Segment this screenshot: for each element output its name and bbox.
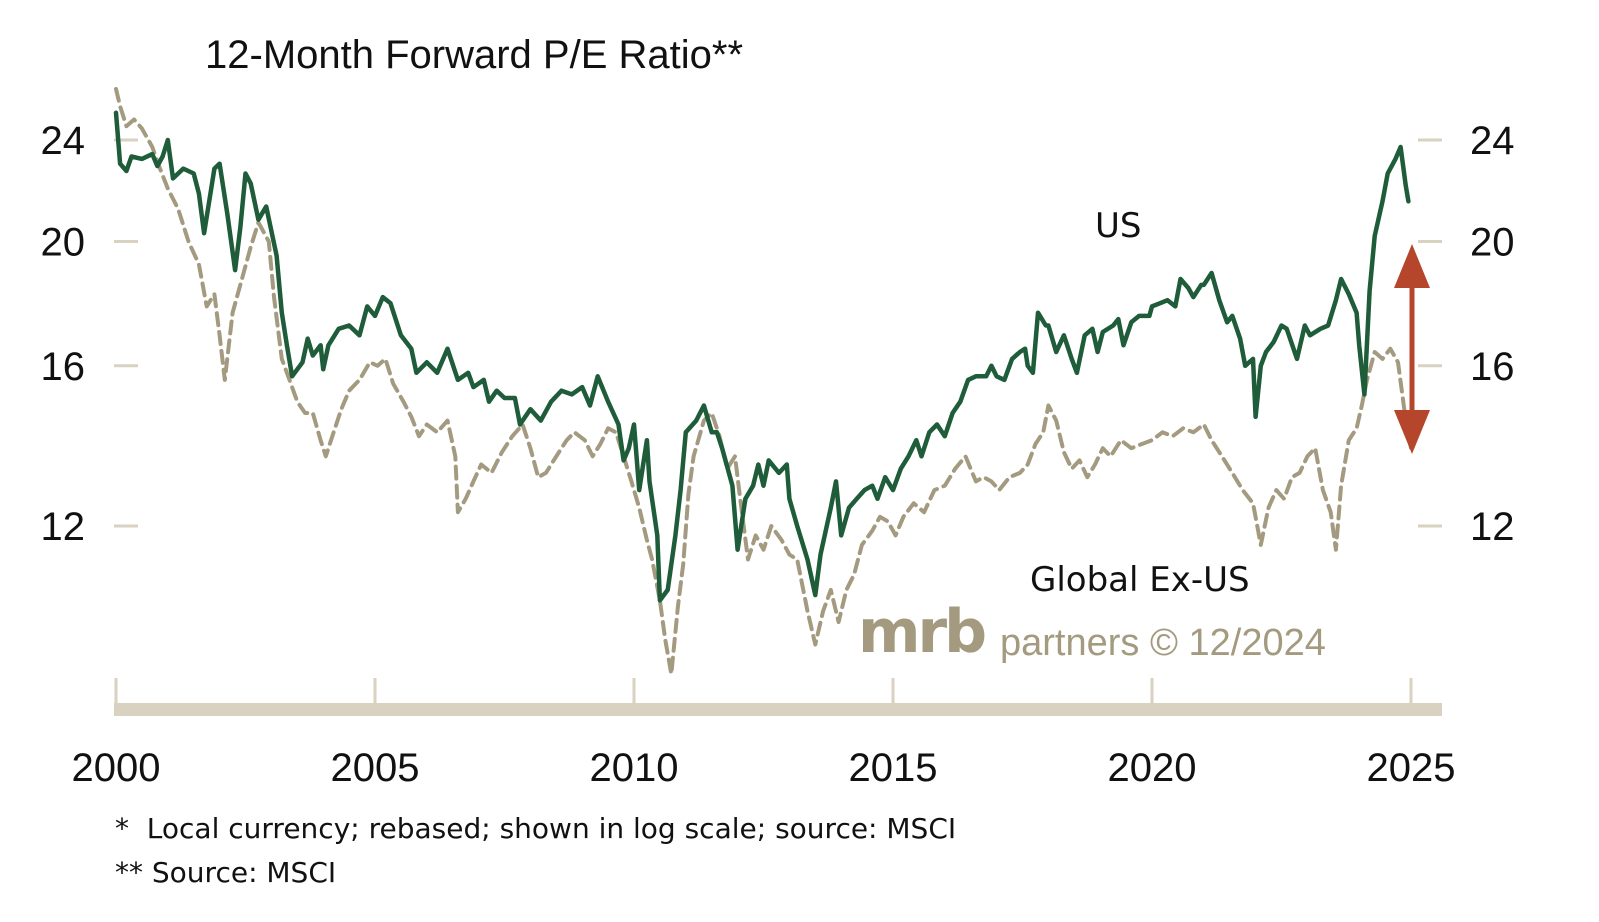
x-axis-bar: [114, 703, 1442, 716]
y-tick-label-left: 24: [41, 119, 86, 163]
y-tick-label-right: 12: [1470, 505, 1515, 549]
chart-title: 12-Month Forward P/E Ratio**: [205, 33, 743, 77]
y-tick-label-right: 20: [1470, 221, 1515, 265]
logo-text: partners © 12/2024: [1000, 622, 1326, 664]
series-label-us: US: [1095, 206, 1141, 246]
footnote-1: * Local currency; rebased; shown in log …: [115, 812, 956, 845]
y-axis-right: 24 20 16 12: [1418, 119, 1515, 549]
x-tick-label: 2010: [590, 746, 679, 790]
x-tick-label: 2015: [849, 746, 938, 790]
y-tick-label-left: 16: [41, 345, 86, 389]
series-line-us: [113, 110, 1411, 603]
y-tick-label-right: 16: [1470, 345, 1515, 389]
mrb-logo: mrb partners © 12/2024: [858, 597, 1326, 667]
series-layer: [113, 87, 1413, 676]
x-tick-label: 2025: [1367, 746, 1456, 790]
x-tick-label: 2005: [331, 746, 420, 790]
valuation-gap-arrow: [1394, 244, 1430, 454]
series-label-global-ex-us: Global Ex-US: [1030, 560, 1250, 600]
y-tick-label-right: 24: [1470, 119, 1515, 163]
arrow-head-down: [1394, 410, 1430, 454]
x-tick-label: 2000: [72, 746, 161, 790]
x-axis: 2000 2005 2010 2015 2020 2025: [72, 678, 1456, 790]
footnote-2: ** Source: MSCI: [115, 856, 336, 889]
y-tick-label-left: 12: [41, 505, 86, 549]
arrow-head-up: [1394, 244, 1430, 288]
series-line-global-ex-us: [114, 87, 1413, 676]
y-tick-label-left: 20: [41, 221, 86, 265]
logo-brand: mrb: [858, 597, 985, 667]
x-tick-label: 2020: [1108, 746, 1197, 790]
y-axis-left: 24 20 16 12: [41, 119, 138, 549]
